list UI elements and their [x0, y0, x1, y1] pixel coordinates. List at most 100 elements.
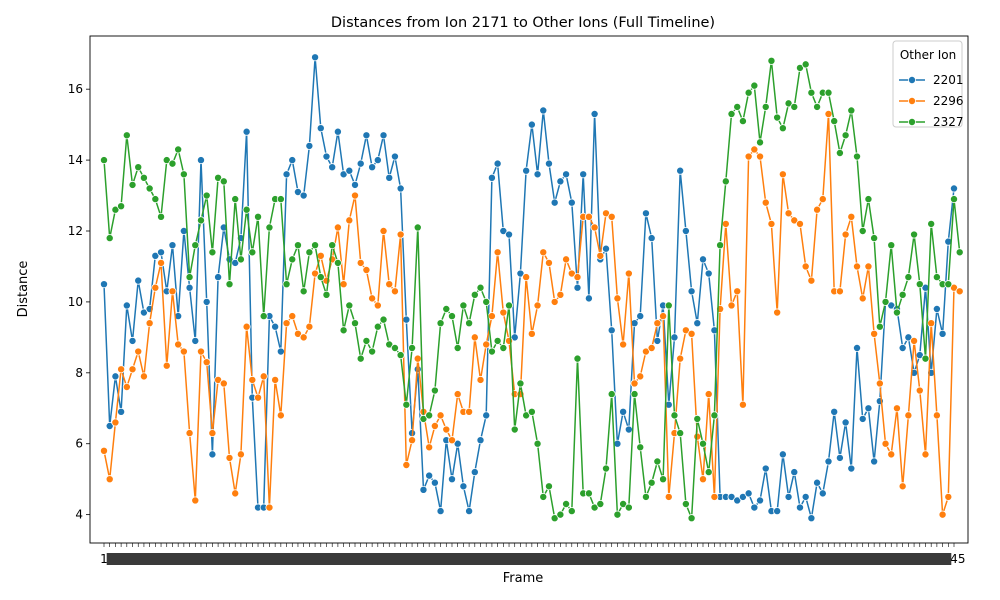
data-point-2201: [818, 489, 827, 498]
data-point-2327: [322, 290, 331, 299]
data-point-2296: [299, 333, 308, 342]
data-point-2296: [236, 450, 245, 459]
data-point-2296: [853, 262, 862, 271]
data-point-2327: [293, 241, 302, 250]
data-point-2327: [870, 234, 879, 243]
data-point-2327: [339, 326, 348, 335]
data-point-2201: [100, 280, 109, 289]
data-point-2327: [670, 411, 679, 420]
data-point-2327: [664, 301, 673, 310]
y-tick-label: 12: [68, 224, 83, 238]
data-point-2201: [402, 315, 411, 324]
data-point-2296: [750, 145, 759, 154]
data-point-2296: [687, 329, 696, 338]
data-point-2201: [738, 492, 747, 501]
data-point-2327: [910, 230, 919, 239]
data-point-2296: [544, 258, 553, 267]
data-point-2327: [328, 241, 337, 250]
data-point-2296: [430, 421, 439, 430]
data-point-2296: [847, 212, 856, 221]
data-point-2296: [676, 354, 685, 363]
data-point-2327: [145, 184, 154, 193]
data-point-2327: [447, 312, 456, 321]
data-point-2296: [282, 319, 291, 328]
data-point-2296: [790, 216, 799, 225]
data-point-2296: [835, 287, 844, 296]
data-point-2201: [733, 496, 742, 505]
data-point-2296: [875, 379, 884, 388]
data-point-2201: [847, 464, 856, 473]
data-point-2201: [750, 503, 759, 512]
data-point-2327: [254, 212, 263, 221]
data-point-2201: [208, 450, 217, 459]
legend-swatch-marker: [908, 76, 917, 85]
data-point-2327: [510, 425, 519, 434]
data-point-2327: [556, 510, 565, 519]
data-point-2327: [716, 241, 725, 250]
data-point-2327: [225, 280, 234, 289]
data-point-2296: [944, 492, 953, 501]
data-point-2296: [248, 375, 257, 384]
y-tick-label: 8: [75, 366, 83, 380]
data-point-2296: [100, 446, 109, 455]
data-point-2296: [698, 475, 707, 484]
legend-item-2201: 2201: [899, 73, 964, 87]
data-point-2296: [807, 276, 816, 285]
data-point-2201: [419, 485, 428, 494]
data-point-2327: [687, 514, 696, 523]
data-point-2296: [624, 269, 633, 278]
data-point-2296: [105, 475, 114, 484]
data-point-2327: [128, 180, 137, 189]
data-point-2201: [385, 173, 394, 182]
legend-box: [892, 40, 963, 128]
data-point-2327: [351, 319, 360, 328]
data-point-2296: [505, 336, 514, 345]
data-point-2296: [117, 365, 126, 374]
data-point-2201: [813, 478, 822, 487]
data-point-2327: [362, 336, 371, 345]
data-point-2327: [117, 202, 126, 211]
data-point-2201: [676, 166, 685, 175]
data-point-2201: [476, 436, 485, 445]
data-point-2296: [265, 503, 274, 512]
data-point-2327: [830, 117, 839, 126]
data-point-2296: [681, 326, 690, 335]
data-point-2296: [522, 273, 531, 282]
data-point-2327: [487, 347, 496, 356]
data-point-2327: [693, 414, 702, 423]
data-point-2296: [795, 219, 804, 228]
data-point-2327: [305, 248, 314, 257]
legend-title: Other Ion: [900, 48, 956, 62]
data-point-2296: [368, 294, 377, 303]
data-point-2296: [892, 404, 901, 413]
data-point-2327: [465, 319, 474, 328]
data-point-2201: [602, 244, 611, 253]
data-point-2327: [676, 429, 685, 438]
data-point-2296: [921, 450, 930, 459]
data-point-2327: [841, 131, 850, 140]
legend-swatch-marker: [908, 118, 917, 127]
data-point-2296: [602, 209, 611, 218]
data-point-2327: [345, 301, 354, 310]
data-point-2201: [533, 170, 542, 179]
data-point-2201: [322, 152, 331, 161]
data-point-2201: [447, 475, 456, 484]
data-point-2296: [293, 329, 302, 338]
data-point-2327: [562, 499, 571, 508]
data-point-2327: [710, 411, 719, 420]
data-point-2201: [396, 184, 405, 193]
data-point-2201: [550, 198, 559, 207]
data-point-2201: [362, 131, 371, 140]
data-point-2201: [242, 127, 251, 136]
data-point-2296: [179, 347, 188, 356]
data-point-2296: [254, 393, 263, 402]
data-point-2201: [271, 322, 280, 331]
data-point-2296: [653, 319, 662, 328]
data-point-2201: [636, 312, 645, 321]
data-point-2327: [202, 191, 211, 200]
data-point-2201: [191, 336, 200, 345]
data-point-2296: [710, 492, 719, 501]
data-point-2296: [208, 429, 217, 438]
data-point-2327: [858, 226, 867, 235]
data-point-2296: [122, 382, 131, 391]
